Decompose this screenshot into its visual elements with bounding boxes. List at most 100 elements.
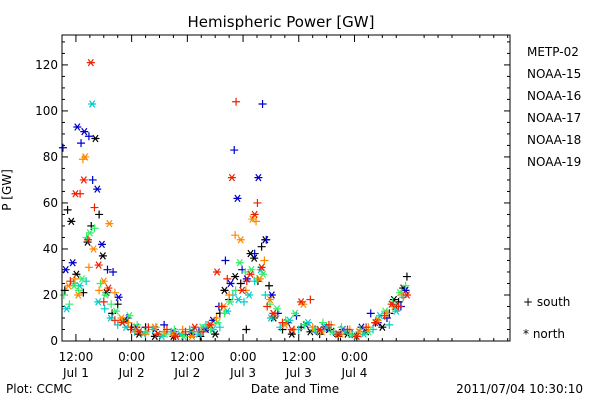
plot-frame	[61, 34, 511, 342]
series-noaa-19	[66, 58, 411, 341]
y-tick-label: 40	[43, 242, 58, 256]
data-point	[93, 185, 102, 193]
data-point	[217, 302, 226, 311]
data-point	[394, 302, 403, 311]
data-point	[99, 277, 108, 285]
data-point	[220, 309, 229, 318]
plot-timestamp: 2011/07/04 10:30:10	[456, 382, 583, 396]
data-point	[334, 330, 343, 338]
data-point	[114, 293, 123, 302]
data-point	[99, 297, 108, 306]
data-point	[306, 295, 315, 304]
data-point	[110, 288, 119, 297]
data-point	[236, 279, 245, 288]
data-point	[231, 272, 240, 281]
data-point	[245, 291, 254, 299]
data-point	[111, 307, 120, 315]
y-axis-label: P [GW]	[0, 169, 14, 211]
data-point	[215, 323, 224, 332]
data-point	[94, 261, 103, 269]
x-tick-time: 0:00	[118, 350, 145, 364]
data-point	[225, 290, 234, 299]
data-point	[258, 100, 267, 109]
data-point	[61, 265, 70, 274]
data-point	[84, 132, 93, 141]
data-point	[402, 291, 411, 299]
data-point	[181, 327, 190, 336]
data-point	[77, 275, 86, 283]
data-point	[77, 139, 86, 148]
data-point	[107, 300, 116, 309]
data-point	[70, 274, 79, 283]
y-tick-label: 120	[35, 58, 58, 72]
legend-entry: NOAA-18	[527, 133, 581, 147]
legend-entry: NOAA-15	[527, 67, 581, 81]
data-points	[58, 58, 411, 341]
data-point	[324, 320, 333, 329]
y-tick-label: 0	[50, 334, 58, 348]
data-point	[101, 291, 110, 299]
data-point	[300, 320, 309, 329]
data-point	[226, 279, 235, 288]
marker-legend-north: * north	[523, 327, 565, 341]
data-point	[74, 286, 83, 295]
data-point	[199, 327, 208, 336]
data-point	[86, 58, 95, 67]
x-tick-date: Jul 3	[285, 366, 312, 380]
data-point	[100, 304, 109, 313]
data-point	[58, 143, 67, 152]
data-point	[212, 313, 221, 322]
data-point	[265, 281, 274, 290]
data-point	[110, 316, 119, 325]
data-point	[371, 318, 380, 327]
data-point	[81, 153, 90, 161]
data-point	[385, 320, 394, 329]
data-point	[144, 323, 153, 332]
data-point	[257, 263, 266, 272]
data-point	[162, 325, 171, 334]
data-point	[172, 332, 181, 341]
data-point	[242, 277, 251, 286]
data-point	[366, 309, 375, 318]
y-tick-label: 100	[35, 104, 58, 118]
data-point	[352, 332, 361, 341]
data-point	[328, 328, 337, 336]
data-point	[250, 210, 259, 219]
data-point	[262, 235, 271, 244]
data-point	[265, 295, 274, 304]
data-point	[247, 265, 256, 274]
x-tick-date: Jul 2	[173, 366, 200, 380]
data-point	[126, 325, 135, 334]
data-point	[68, 259, 77, 267]
x-tick-time: 0:00	[341, 350, 368, 364]
x-tick-date: Jul 3	[229, 366, 256, 380]
data-point	[97, 240, 106, 249]
data-point	[213, 268, 222, 276]
data-point	[66, 277, 75, 286]
data-point	[343, 325, 352, 334]
data-point	[226, 298, 235, 306]
data-point	[402, 272, 411, 281]
data-point	[76, 189, 85, 198]
legend-entry: NOAA-17	[527, 111, 581, 125]
legend-entry: NOAA-16	[527, 89, 581, 103]
data-point	[227, 173, 236, 182]
data-point	[308, 323, 317, 332]
data-point	[269, 309, 278, 318]
x-tick-date: Jul 2	[118, 366, 145, 380]
data-point	[190, 323, 199, 331]
data-point	[232, 97, 241, 106]
data-point	[250, 249, 259, 258]
data-point	[90, 203, 99, 212]
data-point	[263, 302, 272, 311]
data-point	[297, 298, 306, 306]
data-point	[362, 323, 371, 332]
data-point	[80, 127, 89, 136]
data-point	[239, 297, 248, 306]
data-point	[59, 290, 68, 299]
data-point	[211, 330, 220, 338]
legend-entry: METP-02	[527, 45, 579, 59]
data-point	[221, 256, 230, 265]
series-noaa-17	[59, 224, 410, 341]
